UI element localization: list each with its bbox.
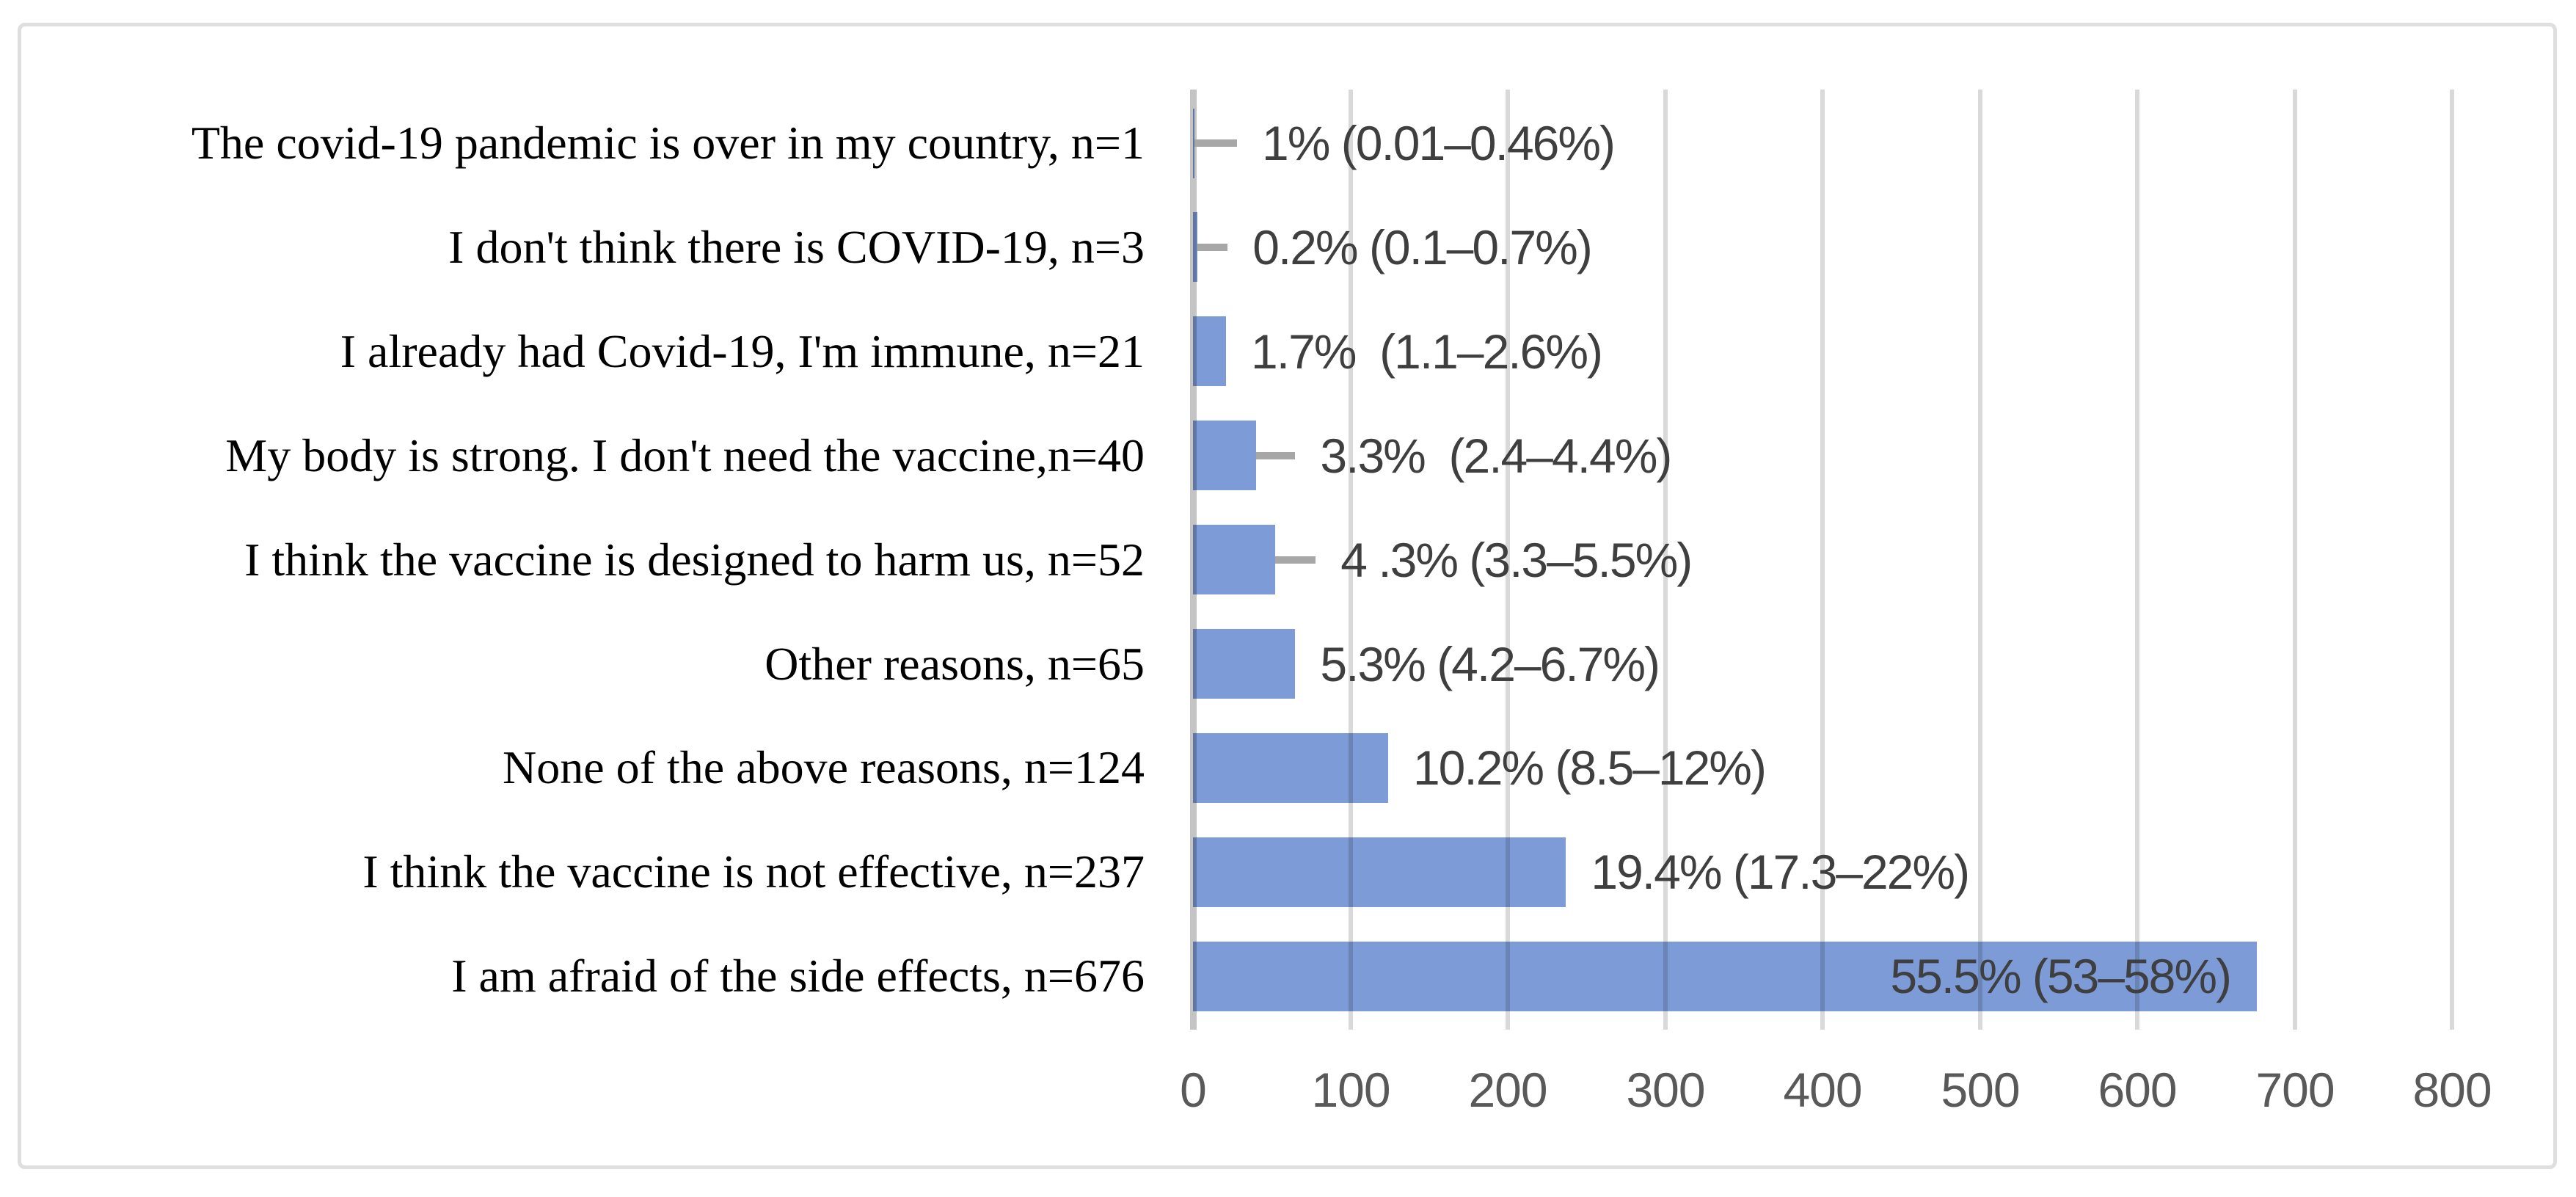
x-axis-tick-label: 700 [2255,1063,2335,1117]
x-axis-tick-label: 600 [2098,1063,2177,1117]
x-axis-tick-label: 200 [1468,1063,1547,1117]
axis-line [1190,90,1197,1030]
figure-border [18,23,2557,1169]
gridline [1506,90,1510,1030]
gridline [1663,90,1668,1030]
gridline [2293,90,2297,1030]
x-axis-tick-label: 400 [1783,1063,1862,1117]
x-axis-tick-label: 100 [1311,1063,1390,1117]
x-axis-tick-label: 500 [1941,1063,2020,1117]
x-axis-tick-label: 800 [2412,1063,2492,1117]
x-axis-tick-label: 0 [1180,1063,1207,1117]
gridline [1978,90,1982,1030]
gridline [2450,90,2454,1030]
gridline [2135,90,2139,1030]
gridline [1820,90,1825,1030]
gridline [1349,90,1353,1030]
x-axis-tick-label: 300 [1626,1063,1705,1117]
